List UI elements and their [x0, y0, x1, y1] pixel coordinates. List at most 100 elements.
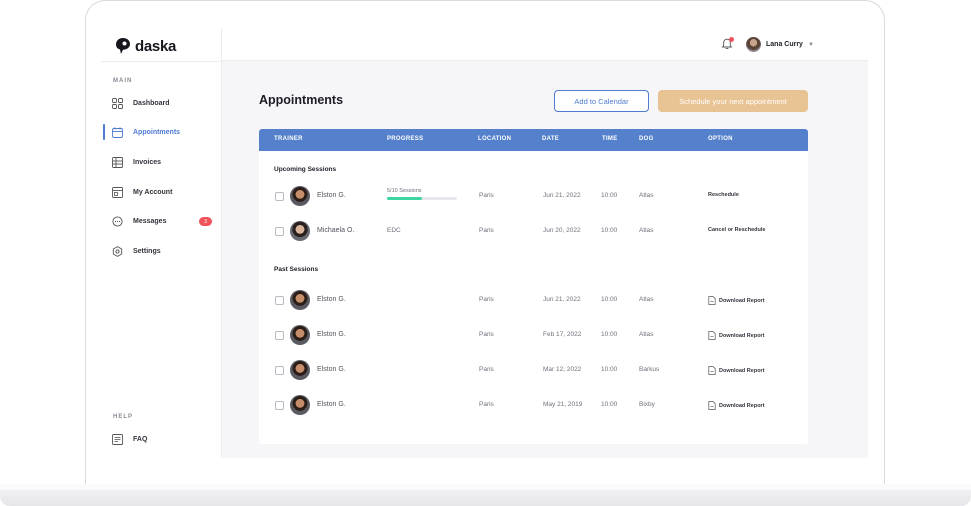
date: Mar 12, 2022: [543, 366, 582, 373]
column-header[interactable]: LOCATION: [478, 136, 512, 142]
row-checkbox[interactable]: [275, 296, 284, 305]
download-report-label: Download Report: [719, 332, 765, 339]
location: Paris: [479, 296, 494, 303]
brand-name: daska: [135, 37, 177, 55]
sidebar-item-label: My Account: [133, 188, 173, 196]
download-report-link[interactable]: Download Report: [708, 296, 765, 305]
sidebar-item-invoices[interactable]: Invoices: [101, 151, 222, 173]
time: 10:00: [601, 331, 618, 338]
section-label-help: HELP: [113, 414, 134, 420]
notification-dot: [729, 37, 734, 42]
document-icon: [708, 401, 716, 410]
column-header[interactable]: PROGRESS: [387, 136, 424, 142]
date: Jun 21, 2022: [543, 192, 581, 199]
avatar: [290, 395, 310, 415]
row-checkbox[interactable]: [275, 366, 284, 375]
location: Paris: [479, 331, 494, 338]
sidebar-divider: [101, 61, 222, 62]
sidebar-item-label: Messages: [133, 217, 167, 225]
sidebar-item-my-account[interactable]: My Account: [101, 181, 222, 203]
table-row[interactable]: Elston G. Paris May 21, 2019 10:00 Bixby…: [259, 390, 808, 420]
user-name: Lana Curry: [766, 41, 803, 48]
page-title: Appointments: [259, 93, 344, 107]
avatar: [290, 290, 310, 310]
trainer-name: Elston G.: [317, 401, 346, 408]
sidebar-item-appointments[interactable]: Appointments: [101, 121, 222, 143]
faq-icon: [112, 433, 123, 445]
sidebar-item-settings[interactable]: Settings: [101, 240, 222, 262]
location: Paris: [479, 227, 494, 234]
row-checkbox[interactable]: [275, 401, 284, 410]
row-checkbox[interactable]: [275, 227, 284, 236]
trainer-name: Elston G.: [317, 192, 346, 199]
dog: Bixby: [639, 401, 655, 408]
download-report-link[interactable]: Download Report: [708, 366, 765, 375]
laptop-base: [0, 484, 971, 506]
time: 10:00: [601, 366, 618, 373]
sidebar: daska MAIN Dashboard Appointments: [101, 28, 222, 458]
progress-fill: [387, 197, 422, 200]
user-menu[interactable]: Lana Curry ▼: [746, 37, 814, 52]
date: Feb 17, 2022: [543, 331, 582, 338]
upcoming-sessions-title: Upcoming Sessions: [274, 166, 337, 173]
avatar: [290, 186, 310, 206]
reschedule-link[interactable]: Reschedule: [708, 192, 739, 198]
table-row[interactable]: Elston G. Paris Jun 21, 2022 10:00 Atlas…: [259, 285, 808, 315]
messages-count-badge: 3: [199, 217, 212, 226]
table-row[interactable]: Elston G. 5/10 Sessions Paris Jun 21, 20…: [259, 181, 808, 211]
table-row[interactable]: Michaela O. EDC Paris Jun 20, 2022 10:00…: [259, 216, 808, 246]
document-icon: [708, 331, 716, 340]
sidebar-item-label: FAQ: [133, 435, 148, 443]
message-icon: [112, 215, 123, 227]
row-checkbox[interactable]: [275, 331, 284, 340]
avatar: [290, 221, 310, 241]
past-sessions-title: Past Sessions: [274, 266, 319, 273]
download-report-label: Download Report: [719, 367, 765, 374]
column-header[interactable]: TIME: [602, 136, 618, 142]
add-to-calendar-button[interactable]: Add to Calendar: [554, 90, 649, 112]
sidebar-item-dashboard[interactable]: Dashboard: [101, 92, 222, 114]
column-header[interactable]: TRAINER: [274, 136, 303, 142]
dog: Atlas: [639, 296, 654, 303]
trainer-name: Elston G.: [317, 366, 346, 373]
document-icon: [708, 296, 716, 305]
section-label-main: MAIN: [113, 78, 133, 84]
gear-icon: [112, 245, 123, 257]
table-row[interactable]: Elston G. Paris Mar 12, 2022 10:00 Barku…: [259, 355, 808, 385]
cancel-or-reschedule-link[interactable]: Cancel or Reschedule: [708, 227, 766, 233]
progress-label: 5/10 Sessions: [387, 188, 422, 194]
avatar: [746, 37, 761, 52]
dog: Atlas: [639, 227, 654, 234]
download-report-link[interactable]: Download Report: [708, 331, 765, 340]
invoice-icon: [112, 156, 123, 168]
appointments-table: TRAINER PROGRESS LOCATION DATE TIME DOG …: [259, 129, 808, 444]
avatar: [290, 325, 310, 345]
download-report-link[interactable]: Download Report: [708, 401, 765, 410]
calendar-icon: [112, 126, 123, 138]
column-header[interactable]: DOG: [639, 136, 654, 142]
sidebar-item-messages[interactable]: Messages: [101, 210, 222, 232]
sidebar-item-faq[interactable]: FAQ: [101, 428, 222, 450]
time: 10:00: [601, 401, 618, 408]
location: Paris: [479, 366, 494, 373]
dog: Atlas: [639, 192, 654, 199]
schedule-appointment-button[interactable]: Schedule your next appointment: [658, 90, 808, 112]
table-row[interactable]: Elston G. Paris Feb 17, 2022 10:00 Atlas…: [259, 320, 808, 350]
column-header[interactable]: OPTION: [708, 136, 733, 142]
column-header[interactable]: DATE: [542, 136, 560, 142]
date: Jun 20, 2022: [543, 227, 581, 234]
brand-logo[interactable]: daska: [115, 37, 176, 55]
progress-bar: [387, 197, 457, 200]
table-header: TRAINER PROGRESS LOCATION DATE TIME DOG …: [259, 129, 808, 151]
time: 10:00: [601, 192, 618, 199]
time: 10:00: [601, 296, 618, 303]
date: Jun 21, 2022: [543, 296, 581, 303]
date: May 21, 2019: [543, 401, 583, 408]
logo-mark-icon: [116, 38, 130, 54]
sidebar-item-label: Settings: [133, 247, 161, 255]
row-checkbox[interactable]: [275, 192, 284, 201]
top-bar: Lana Curry ▼: [222, 28, 868, 61]
time: 10:00: [601, 227, 618, 234]
progress-label: EDC: [387, 227, 401, 234]
